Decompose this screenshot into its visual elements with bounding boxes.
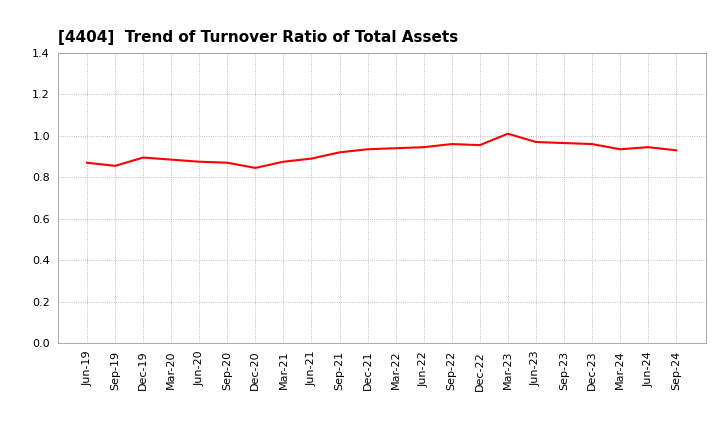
Text: [4404]  Trend of Turnover Ratio of Total Assets: [4404] Trend of Turnover Ratio of Total … — [58, 29, 458, 45]
